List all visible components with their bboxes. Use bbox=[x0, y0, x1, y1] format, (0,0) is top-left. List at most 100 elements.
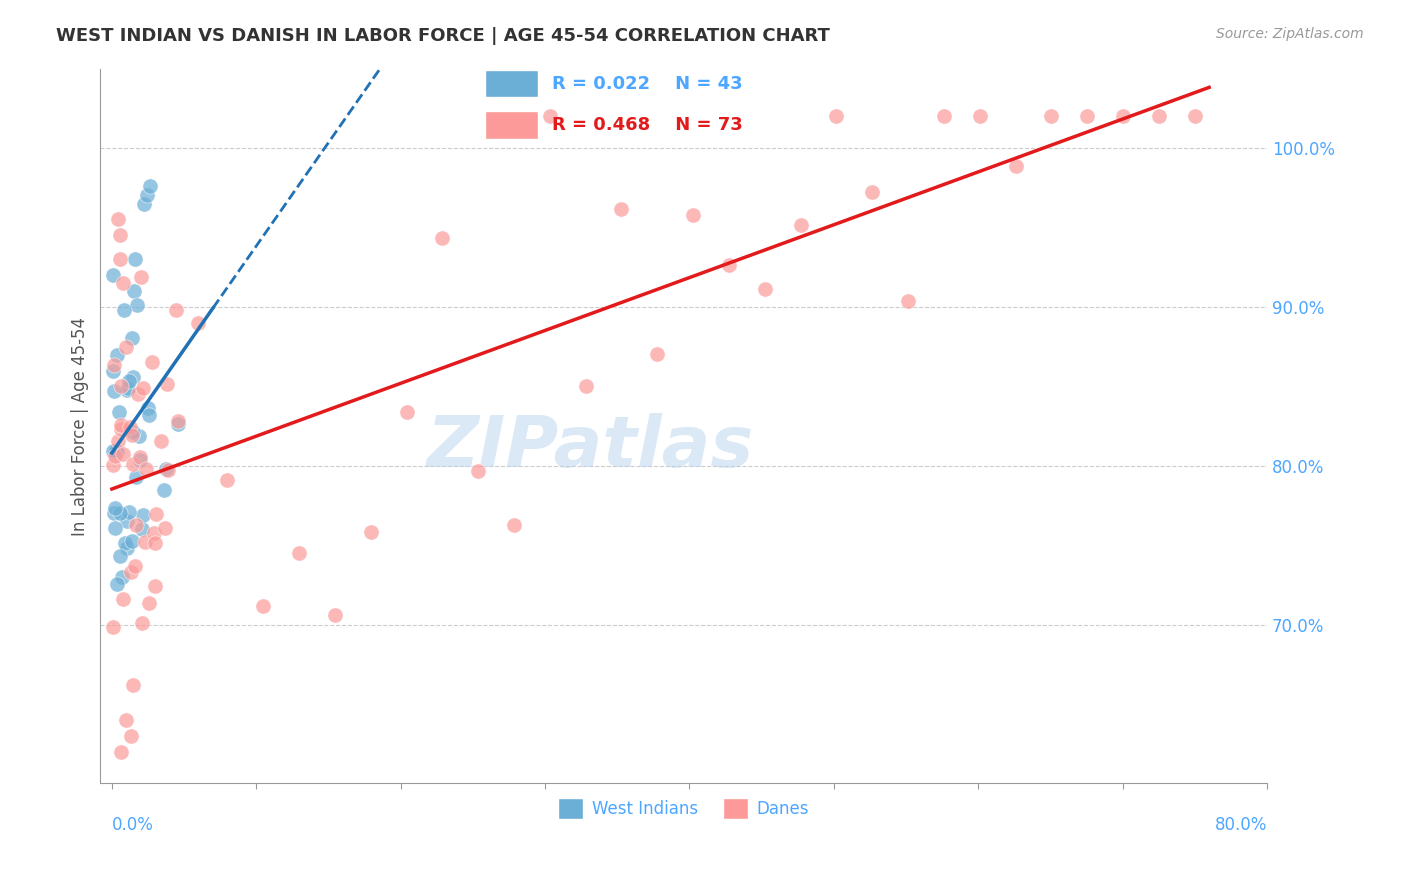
Point bbox=[503, 518, 526, 533]
Point bbox=[105, 445, 128, 459]
Point bbox=[136, 187, 159, 202]
Point bbox=[124, 252, 146, 267]
Point bbox=[135, 461, 157, 475]
Point bbox=[104, 444, 127, 458]
Point bbox=[115, 340, 138, 354]
Point bbox=[932, 109, 955, 123]
Point bbox=[166, 414, 188, 428]
Text: WEST INDIAN VS DANISH IN LABOR FORCE | AGE 45-54 CORRELATION CHART: WEST INDIAN VS DANISH IN LABOR FORCE | A… bbox=[56, 27, 830, 45]
Text: 80.0%: 80.0% bbox=[1215, 815, 1267, 834]
Point bbox=[121, 534, 143, 549]
Point bbox=[131, 522, 153, 536]
Point bbox=[110, 252, 132, 267]
Point bbox=[149, 434, 172, 448]
Point bbox=[124, 558, 146, 573]
Point bbox=[682, 208, 704, 222]
Point bbox=[141, 355, 163, 369]
Point bbox=[103, 384, 125, 398]
Point bbox=[104, 521, 127, 535]
Point bbox=[110, 417, 132, 432]
Point bbox=[114, 713, 136, 727]
Point bbox=[103, 620, 125, 634]
Point bbox=[103, 506, 125, 520]
Point bbox=[754, 282, 776, 296]
Point bbox=[789, 218, 811, 232]
Point bbox=[103, 458, 125, 473]
Text: R = 0.468    N = 73: R = 0.468 N = 73 bbox=[551, 116, 742, 134]
Point bbox=[103, 501, 125, 516]
Point bbox=[110, 422, 132, 436]
Point bbox=[103, 444, 125, 458]
Point bbox=[138, 408, 160, 422]
Point bbox=[111, 592, 134, 607]
Point bbox=[1004, 160, 1026, 174]
Point bbox=[121, 330, 143, 344]
Point bbox=[111, 277, 134, 291]
Point bbox=[860, 185, 883, 199]
Point bbox=[1076, 109, 1098, 123]
Point bbox=[121, 369, 143, 384]
Point bbox=[575, 379, 598, 393]
Point bbox=[107, 348, 129, 362]
Point bbox=[143, 579, 166, 593]
Point bbox=[143, 525, 166, 540]
Point bbox=[187, 316, 209, 330]
Point bbox=[139, 178, 162, 193]
Point bbox=[969, 109, 991, 123]
Point bbox=[1040, 109, 1063, 123]
Point bbox=[288, 546, 311, 560]
Point bbox=[132, 196, 155, 211]
Point bbox=[252, 599, 274, 613]
Point bbox=[1147, 109, 1170, 123]
Point bbox=[136, 401, 159, 415]
Point bbox=[155, 461, 177, 475]
Point bbox=[897, 294, 920, 309]
Point bbox=[132, 508, 155, 522]
Point bbox=[111, 570, 134, 584]
Point bbox=[610, 202, 633, 216]
Point bbox=[138, 596, 160, 610]
FancyBboxPatch shape bbox=[485, 70, 538, 97]
Point bbox=[157, 463, 180, 477]
Point bbox=[153, 521, 176, 535]
Point bbox=[122, 284, 145, 298]
FancyBboxPatch shape bbox=[485, 112, 538, 138]
Point bbox=[128, 452, 150, 467]
Point bbox=[125, 518, 148, 533]
Point bbox=[127, 387, 149, 401]
Point bbox=[129, 450, 152, 464]
Text: ZIPatlas: ZIPatlas bbox=[426, 413, 754, 482]
Point bbox=[125, 470, 148, 484]
Point bbox=[217, 473, 239, 487]
Point bbox=[118, 505, 141, 519]
Point bbox=[110, 379, 132, 393]
Point bbox=[132, 381, 155, 395]
Point bbox=[647, 347, 669, 361]
Point bbox=[121, 566, 143, 580]
Point bbox=[108, 549, 131, 564]
Point bbox=[432, 231, 454, 245]
Point bbox=[107, 212, 129, 227]
Point bbox=[825, 109, 848, 123]
Point bbox=[117, 383, 139, 397]
Point bbox=[104, 449, 127, 463]
Point bbox=[105, 576, 128, 591]
Text: 0.0%: 0.0% bbox=[112, 815, 153, 834]
Point bbox=[118, 420, 141, 434]
Point bbox=[360, 525, 382, 540]
Point bbox=[143, 536, 166, 550]
Point bbox=[167, 417, 190, 432]
Point bbox=[117, 381, 139, 395]
Point bbox=[156, 376, 179, 391]
Point bbox=[122, 457, 145, 471]
Point bbox=[112, 446, 135, 460]
Point bbox=[107, 434, 129, 449]
Point bbox=[108, 228, 131, 243]
Point bbox=[134, 535, 156, 549]
Point bbox=[118, 374, 141, 388]
Point bbox=[165, 302, 187, 317]
Point bbox=[395, 405, 418, 419]
Point bbox=[122, 425, 145, 439]
Point bbox=[131, 616, 153, 631]
Point bbox=[110, 745, 132, 759]
